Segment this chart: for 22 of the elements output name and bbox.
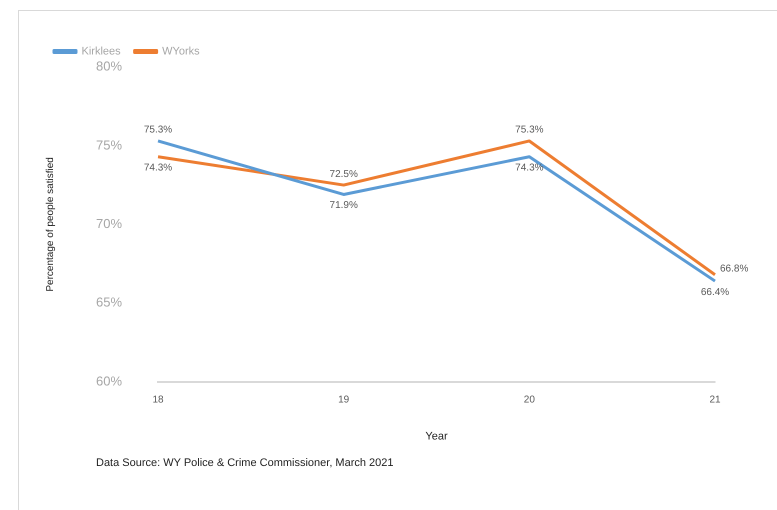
x-tick-label: 19 bbox=[338, 394, 350, 406]
y-tick-label: 65% bbox=[96, 294, 122, 310]
y-tick-label: 70% bbox=[96, 216, 122, 231]
source-note: Data Source: WY Police & Crime Commissioner, March 2021 bbox=[96, 457, 394, 469]
y-tick-label: 60% bbox=[96, 373, 122, 388]
y-tick-label: 80% bbox=[96, 58, 122, 74]
x-tick-label: 21 bbox=[709, 394, 721, 406]
data-label: 66.8% bbox=[720, 264, 748, 275]
data-label: 75.3% bbox=[144, 124, 172, 136]
y-axis-title: Percentage of people satisfied bbox=[44, 157, 56, 292]
data-label: 71.9% bbox=[330, 200, 358, 212]
legend-label: WYorks bbox=[162, 46, 200, 58]
y-tick-label: 75% bbox=[96, 137, 122, 152]
data-label: 66.4% bbox=[700, 286, 730, 298]
x-tick-label: 20 bbox=[524, 394, 536, 406]
x-tick-label: 18 bbox=[152, 394, 164, 406]
data-label: 74.3% bbox=[144, 162, 172, 174]
data-label: 75.3% bbox=[515, 124, 544, 136]
x-axis-title: Year bbox=[425, 430, 448, 442]
data-label: 72.5% bbox=[330, 168, 358, 180]
data-label: 74.3% bbox=[515, 162, 544, 174]
legend-label: Kirklees bbox=[82, 46, 122, 58]
